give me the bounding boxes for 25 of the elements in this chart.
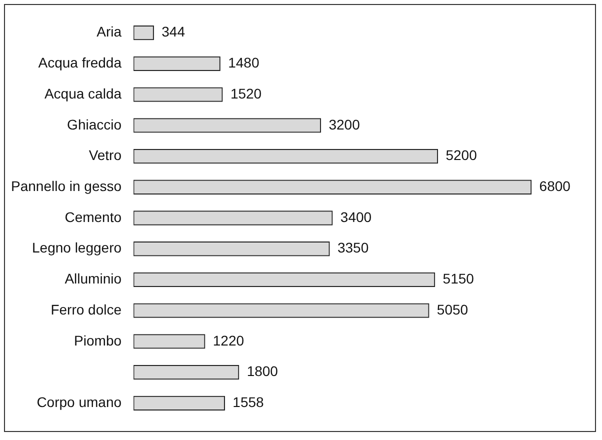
y-tick-label: Pannello in gesso	[10, 178, 122, 194]
y-tick-label: Legno leggero	[32, 240, 122, 256]
data-label: 1558	[232, 394, 264, 410]
data-label: 3200	[328, 116, 360, 132]
data-label: 1800	[246, 363, 278, 380]
y-tick-label: Acqua calda	[44, 85, 122, 102]
data-label: 1520	[230, 85, 262, 102]
data-label: 1480	[228, 54, 260, 71]
data-label: 5050	[436, 301, 468, 318]
data-label: 5200	[446, 147, 478, 164]
y-tick-label: Corpo umano	[36, 394, 122, 410]
y-tick-label: Aria	[96, 24, 122, 40]
y-tick-label: Piombo	[74, 332, 122, 348]
y-tick-label: Cemento	[64, 208, 122, 225]
data-label: 1220	[212, 332, 244, 348]
y-tick-label: Ferro dolce	[50, 301, 122, 318]
data-label: 5150	[442, 270, 474, 287]
data-label: 3400	[340, 208, 372, 225]
y-tick-label: Vetro	[88, 147, 122, 164]
y-tick-label: Ghiaccio	[67, 116, 122, 132]
data-label: 3350	[337, 240, 369, 256]
y-tick-label: Acqua fredda	[38, 54, 122, 71]
y-tick-label: Alluminio	[64, 270, 122, 287]
data-label: 6800	[539, 178, 571, 194]
data-label: 344	[162, 24, 186, 40]
